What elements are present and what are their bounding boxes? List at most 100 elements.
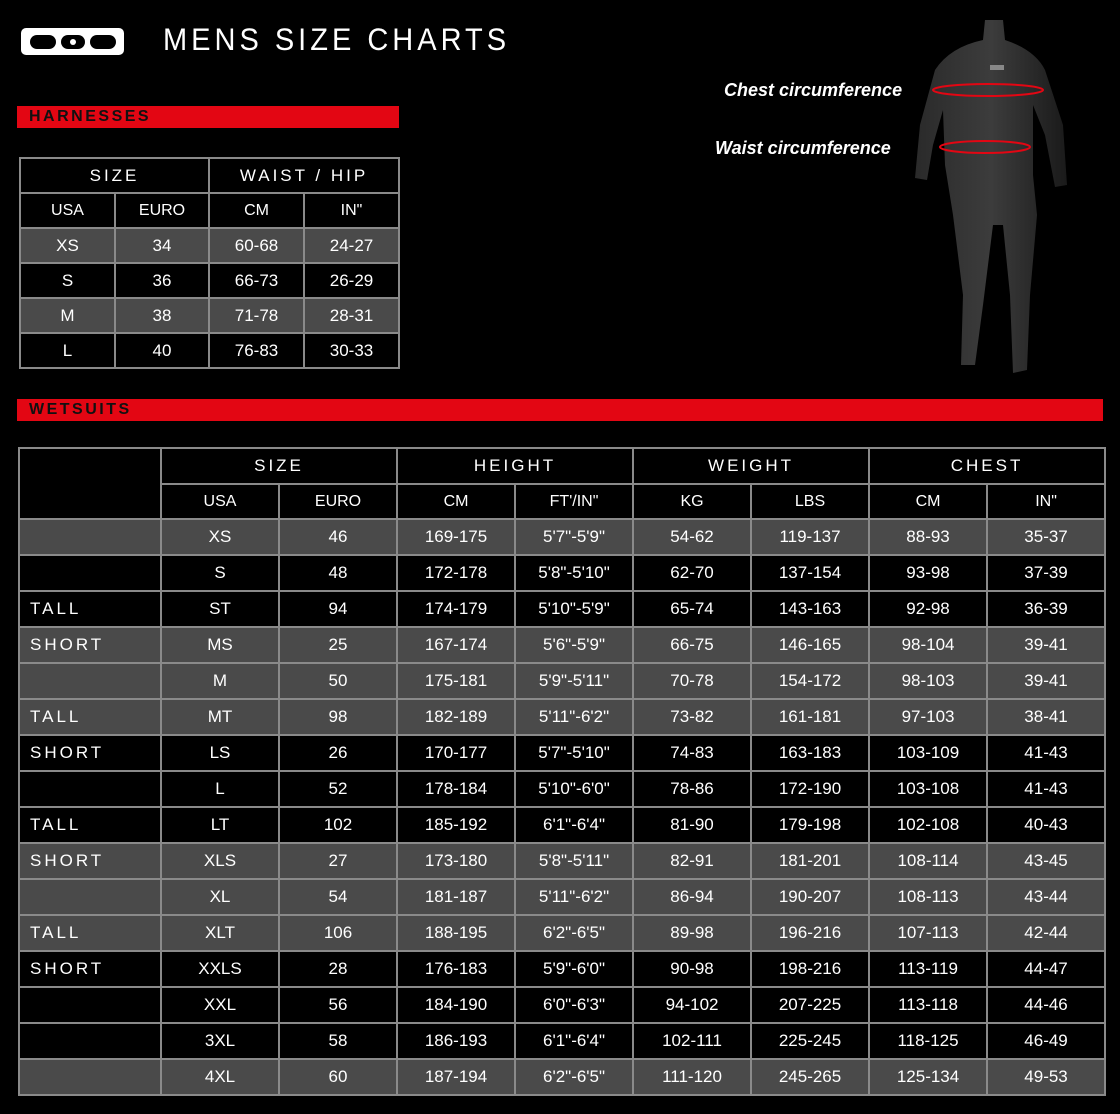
table-cell: 107-113 xyxy=(868,914,989,952)
table-cell: 44-47 xyxy=(986,950,1107,988)
table-cell: LT xyxy=(160,806,280,844)
table-cell: XS xyxy=(19,227,116,264)
table-row: SHORT LS 26 170-177 5'7"-5'10" 74-83 163-183 10… xyxy=(18,734,1107,772)
table-row: 4XL 60 187-194 6'2"-6'5" 111-120 245-265 125-1… xyxy=(18,1058,1107,1096)
table-cell: 146-165 xyxy=(750,626,871,664)
table-cell: 60 xyxy=(277,1058,399,1096)
table-cell: 181-201 xyxy=(750,842,871,880)
table-cell: 113-119 xyxy=(868,950,989,988)
table-cell: 56 xyxy=(277,986,399,1024)
table-cell: 93-98 xyxy=(868,554,989,592)
table-cell: 178-184 xyxy=(396,770,517,808)
column-header: USA xyxy=(19,192,116,229)
table-cell: 39-41 xyxy=(986,626,1107,664)
group-header: SIZE xyxy=(18,157,211,194)
table-cell: 41-43 xyxy=(986,734,1107,772)
group-header: WEIGHT xyxy=(632,447,871,485)
table-cell: 40-43 xyxy=(986,806,1107,844)
table-cell: 89-98 xyxy=(632,914,753,952)
table-cell: 198-216 xyxy=(750,950,871,988)
fit-type-cell xyxy=(18,878,162,916)
table-cell: 38 xyxy=(113,297,211,334)
table-cell: 172-178 xyxy=(396,554,517,592)
fit-type-cell: SHORT xyxy=(18,950,162,988)
table-cell: 76-83 xyxy=(208,332,306,369)
wetsuit-logo xyxy=(990,65,1004,70)
table-cell: 38-41 xyxy=(986,698,1107,736)
table-cell: 46 xyxy=(277,518,399,556)
column-header: CM xyxy=(868,483,989,520)
table-row: SHORT XXLS 28 176-183 5'9"-6'0" 90-98 198-216 1… xyxy=(18,950,1107,988)
table-cell: LS xyxy=(160,734,280,772)
wetsuits-section-bar: WETSUITS xyxy=(17,399,1103,421)
table-cell: 28-31 xyxy=(303,297,401,334)
table-cell: M xyxy=(160,662,280,700)
table-cell: 5'10"-5'9" xyxy=(514,590,635,628)
table-row: TALL XLT 106 188-195 6'2"-6'5" 89-98 196-216 10… xyxy=(18,914,1107,952)
table-cell: 113-118 xyxy=(868,986,989,1024)
group-header: CHEST xyxy=(868,447,1107,485)
table-cell: 94-102 xyxy=(632,986,753,1024)
table-cell: 27 xyxy=(277,842,399,880)
group-header: SIZE xyxy=(159,447,399,485)
table-cell: 41-43 xyxy=(986,770,1107,808)
fit-type-cell: SHORT xyxy=(18,626,162,664)
table-cell: 37-39 xyxy=(986,554,1107,592)
table-cell: 50 xyxy=(277,662,399,700)
harnesses-heading: HARNESSES xyxy=(29,108,152,125)
table-cell: 185-192 xyxy=(396,806,517,844)
table-cell: 42-44 xyxy=(986,914,1107,952)
table-cell: 48 xyxy=(277,554,399,592)
fit-type-cell xyxy=(18,770,162,808)
column-header: KG xyxy=(632,483,753,520)
table-cell: 6'0"-6'3" xyxy=(514,986,635,1024)
table-cell: 5'9"-6'0" xyxy=(514,950,635,988)
waist-label: Waist circumference xyxy=(715,138,891,158)
table-cell: 35-37 xyxy=(986,518,1107,556)
table-cell: 102-108 xyxy=(868,806,989,844)
fit-type-cell: TALL xyxy=(18,914,162,952)
table-cell: 58 xyxy=(277,1022,399,1060)
table-cell: 172-190 xyxy=(750,770,871,808)
column-header: USA xyxy=(160,483,280,520)
wetsuit-illustration xyxy=(915,20,1067,373)
table-cell: MT xyxy=(160,698,280,736)
table-row: M 50 175-181 5'9"-5'11" 70-78 154-172 98-103 39… xyxy=(18,662,1107,700)
table-cell: 34 xyxy=(113,227,211,264)
table-row: TALL ST 94 174-179 5'10"-5'9" 65-74 143-163 92-… xyxy=(18,590,1107,628)
table-cell: 137-154 xyxy=(750,554,871,592)
fit-type-cell: TALL xyxy=(18,698,162,736)
table-cell: 161-181 xyxy=(750,698,871,736)
group-header: WAIST / HIP xyxy=(208,157,401,194)
table-cell: XXL xyxy=(160,986,280,1024)
fit-type-cell xyxy=(18,986,162,1024)
table-row: S 48 172-178 5'8"-5'10" 62-70 137-154 93-98 37-… xyxy=(18,554,1107,592)
table-cell: 30-33 xyxy=(303,332,401,369)
table-cell: 119-137 xyxy=(750,518,871,556)
table-cell: S xyxy=(160,554,280,592)
ion-logo xyxy=(21,28,124,55)
table-cell: 92-98 xyxy=(868,590,989,628)
table-cell: XL xyxy=(160,878,280,916)
table-cell: 143-163 xyxy=(750,590,871,628)
table-cell: 103-109 xyxy=(868,734,989,772)
table-cell: S xyxy=(19,262,116,299)
table-cell: 6'1"-6'4" xyxy=(514,806,635,844)
table-cell: 98-104 xyxy=(868,626,989,664)
table-cell: 54-62 xyxy=(632,518,753,556)
table-cell: 207-225 xyxy=(750,986,871,1024)
chest-measure-line xyxy=(932,83,1044,97)
table-cell: 66-75 xyxy=(632,626,753,664)
table-cell: 78-86 xyxy=(632,770,753,808)
table-cell: 186-193 xyxy=(396,1022,517,1060)
table-cell: 187-194 xyxy=(396,1058,517,1096)
table-cell: 24-27 xyxy=(303,227,401,264)
table-cell: 163-183 xyxy=(750,734,871,772)
table-row: XL 54 181-187 5'11"-6'2" 86-94 190-207 108-113… xyxy=(18,878,1107,916)
table-cell: L xyxy=(19,332,116,369)
column-header: EURO xyxy=(277,483,399,520)
table-cell: 190-207 xyxy=(750,878,871,916)
table-cell: 62-70 xyxy=(632,554,753,592)
table-cell: 5'7"-5'10" xyxy=(514,734,635,772)
